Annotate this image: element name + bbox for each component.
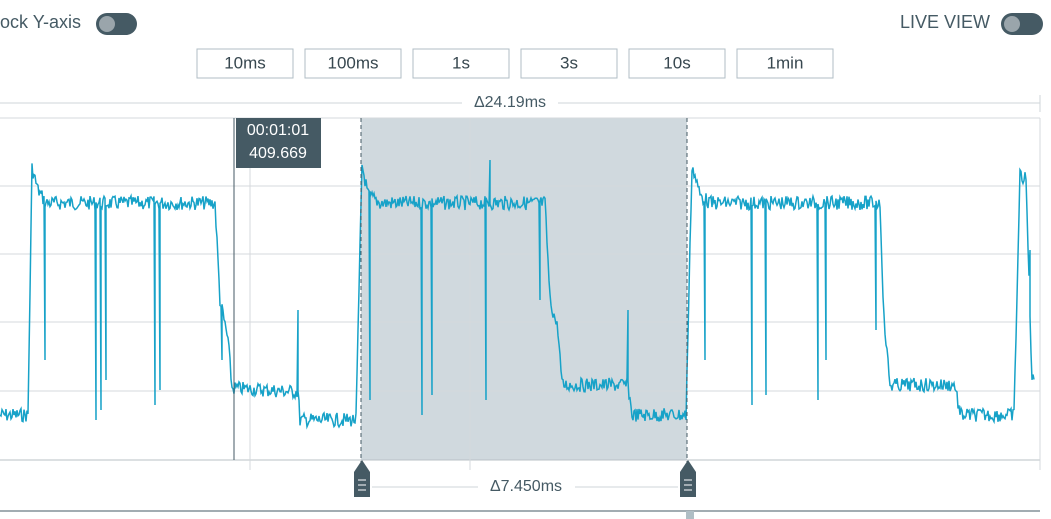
button-label: 3s: [560, 53, 578, 72]
time-button[interactable]: 100ms: [304, 48, 402, 79]
current-trace: [0, 159, 1035, 430]
button-frame: [520, 48, 618, 79]
window-delta: Δ24.19ms: [474, 94, 546, 111]
button-frame: [304, 48, 402, 79]
live-view-label: LIVE VIEW: [900, 12, 990, 32]
live-view-toggle[interactable]: [1001, 13, 1043, 35]
selection-delta: Δ7.450ms: [490, 478, 562, 495]
button-frame: [196, 48, 294, 79]
scroll-marker: [686, 511, 694, 519]
button-label: 1min: [767, 53, 804, 72]
selection-area[interactable]: [361, 118, 687, 460]
button-frame: [628, 48, 726, 79]
button-label: 100ms: [327, 53, 378, 72]
lock-y-axis-toggle[interactable]: [96, 13, 137, 35]
button-frame: [736, 48, 834, 79]
time-button[interactable]: 10ms: [196, 48, 294, 79]
button-frame: [412, 48, 510, 79]
button-label: 10s: [663, 53, 690, 72]
tooltip-time: 00:01:01: [247, 122, 309, 139]
selection-handle[interactable]: [354, 460, 370, 497]
time-button[interactable]: 1min: [736, 48, 834, 79]
selection-handle[interactable]: [680, 460, 696, 497]
tooltip-value: 409.669: [249, 145, 307, 162]
grid: [0, 117, 1041, 470]
button-label: 1s: [452, 53, 470, 72]
lock-y-axis-label: Lock Y-axis: [0, 12, 81, 32]
button-label: 10ms: [224, 53, 266, 72]
time-button[interactable]: 1s: [412, 48, 510, 79]
time-button[interactable]: 10s: [628, 48, 726, 79]
cursor-tooltip: 00:01:01 409.669: [236, 118, 321, 168]
time-button[interactable]: 3s: [520, 48, 618, 79]
